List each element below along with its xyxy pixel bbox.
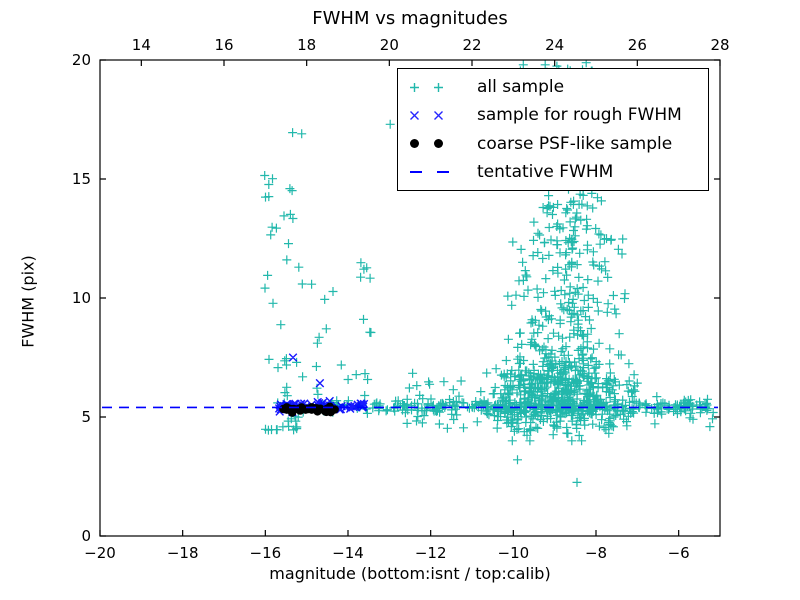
legend-label: all sample [477, 77, 565, 98]
x-marker-icon [434, 110, 443, 120]
x-tick-label-bottom: −8 [585, 544, 607, 562]
dot-marker-icon [410, 139, 419, 149]
legend-entry-psf-sample: coarse PSF-like sample [398, 130, 708, 157]
y-tick-label: 0 [81, 527, 91, 545]
legend-marker-group [398, 82, 461, 93]
legend-marker-group [398, 110, 461, 121]
legend-label: tentative FWHM [477, 161, 614, 182]
legend-label: coarse PSF-like sample [477, 133, 673, 154]
plus-marker-icon [410, 82, 419, 92]
x-tick-label-top: 24 [545, 36, 564, 54]
x-tick-label-bottom: −18 [167, 544, 199, 562]
dot-marker-icon [434, 139, 443, 149]
axis-ticks [99, 59, 721, 537]
x-tick-label-top: 28 [710, 36, 729, 54]
legend-entry-rough-fwhm: sample for rough FWHM [398, 102, 708, 129]
x-marker-icon [410, 110, 419, 120]
y-tick-label: 20 [72, 51, 91, 69]
x-tick-label-bottom: −16 [250, 544, 282, 562]
plus-marker-icon [434, 82, 443, 92]
x-tick-label-top: 18 [297, 36, 316, 54]
x-tick-label-top: 14 [132, 36, 151, 54]
y-tick-label: 5 [81, 408, 91, 426]
legend-box: all sample sample for rough FWHM coarse … [397, 68, 709, 191]
x-tick-label-bottom: −20 [84, 544, 116, 562]
dash-marker-icon [437, 170, 449, 173]
legend-marker-group [398, 170, 461, 173]
legend-label: sample for rough FWHM [477, 105, 682, 126]
x-tick-label-top: 16 [214, 36, 233, 54]
x-tick-label-top: 22 [462, 36, 481, 54]
x-tick-label-bottom: −10 [498, 544, 530, 562]
y-tick-label: 15 [72, 170, 91, 188]
x-tick-label-bottom: −14 [332, 544, 364, 562]
scatter-psf-sample [279, 402, 339, 417]
legend-entry-tentative-fwhm: tentative FWHM [398, 158, 708, 185]
scatter-all-sample [260, 60, 718, 487]
x-tick-label-top: 20 [380, 36, 399, 54]
y-axis-label: FWHM (pix) [18, 255, 38, 348]
y-tick-label: 10 [72, 289, 91, 307]
x-tick-label-bottom: −12 [415, 544, 447, 562]
legend-marker-group [398, 138, 461, 149]
legend-entry-all-sample: all sample [398, 74, 708, 101]
x-tick-label-top: 26 [628, 36, 647, 54]
dash-marker-icon [410, 170, 422, 173]
chart-title: FWHM vs magnitudes [312, 8, 508, 29]
x-axis-label: magnitude (bottom:isnt / top:calib) [269, 564, 551, 583]
x-tick-label-bottom: −6 [668, 544, 690, 562]
